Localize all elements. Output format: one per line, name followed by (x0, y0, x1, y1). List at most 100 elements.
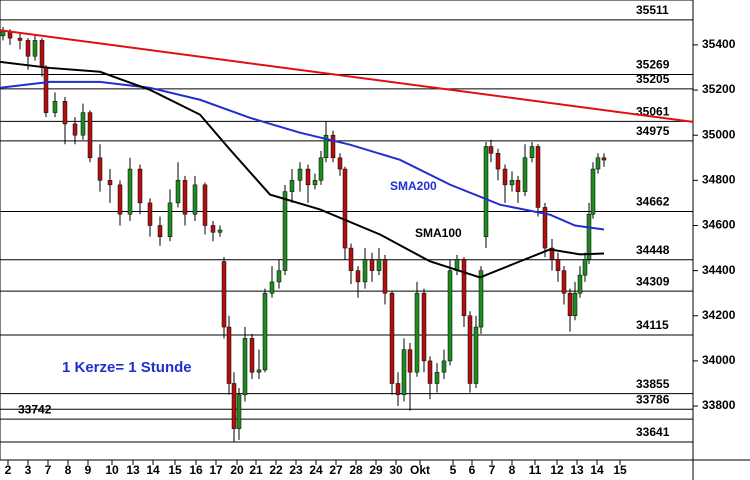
candle-body (210, 225, 216, 233)
candle-body (282, 191, 288, 271)
candle-body (226, 326, 232, 384)
candle-body (401, 349, 407, 396)
candle-body (382, 259, 388, 294)
candle-body (157, 225, 163, 238)
candle-body (242, 338, 248, 396)
candle-body (330, 134, 336, 159)
candle-body (572, 292, 578, 317)
level-label: 35511 (636, 3, 669, 17)
candle-body (62, 101, 68, 125)
candle-body (43, 67, 49, 113)
candle-body (369, 259, 375, 271)
candle-body (262, 292, 268, 371)
candle-body (555, 259, 561, 271)
candle-body (567, 292, 573, 317)
candle-body (601, 157, 607, 161)
y-tick-label: 34800 (702, 173, 736, 187)
candle-body (355, 270, 361, 283)
x-tick-label: 10 (105, 463, 119, 477)
candle-body (522, 157, 528, 192)
candle-body (478, 270, 484, 328)
candle-body (97, 157, 103, 181)
y-tick-label: 35200 (702, 82, 736, 96)
candle-body (395, 383, 401, 396)
x-tick-label: Okt (410, 463, 430, 477)
labels: 33800 34000 34200 34400 34600 34800 35000 35200… (5, 37, 736, 477)
x-tick-label: 15 (168, 463, 182, 477)
x-tick-label: 27 (329, 463, 343, 477)
candle-body (289, 180, 295, 192)
candle-body (221, 261, 227, 328)
y-tick-label: 35400 (702, 37, 736, 51)
x-tick-label: 9 (85, 463, 92, 477)
candle-body (256, 369, 262, 373)
candle-body (117, 184, 123, 215)
candle-body (595, 157, 601, 170)
candle-body (175, 180, 181, 204)
candle-body (87, 112, 93, 159)
x-tick-label: 14 (146, 463, 160, 477)
candle-body (461, 259, 467, 317)
candle-body (502, 168, 508, 186)
candle-body (32, 40, 38, 57)
candle-body (427, 360, 433, 384)
level-label: 35269 (636, 58, 670, 72)
candle-body (441, 360, 447, 373)
candle-body (318, 157, 324, 181)
x-tick-label: 5 (450, 463, 457, 477)
candle-body (542, 207, 548, 249)
candle-body (515, 180, 521, 192)
candle-body (434, 371, 440, 384)
candle-body (305, 168, 311, 186)
candle-body (137, 168, 143, 204)
candle-body (582, 259, 588, 276)
candle-body (52, 101, 58, 113)
sma100-label: SMA100 (415, 226, 462, 240)
candle-body (80, 112, 86, 136)
lines (0, 29, 694, 279)
candle-body (561, 270, 567, 294)
candle-body (342, 168, 348, 249)
candle-body (376, 259, 382, 271)
x-tick-label: 22 (269, 463, 283, 477)
x-tick-label: 12 (550, 463, 564, 477)
x-tick-label: 7 (489, 463, 496, 477)
candle-body (407, 349, 413, 373)
x-tick-label: 23 (289, 463, 303, 477)
level-label: 33742 (18, 402, 52, 416)
x-tick-label: 13 (570, 463, 584, 477)
candle-body (107, 180, 113, 186)
candle-body (269, 281, 275, 294)
candle-body (337, 157, 343, 170)
level-label: 33855 (636, 377, 670, 391)
candle-body (72, 123, 78, 136)
candle-body (0, 31, 6, 37)
candle-body (25, 40, 31, 57)
y-tick-label: 34200 (702, 308, 736, 322)
x-tick-label: 14 (590, 463, 604, 477)
candle-body (586, 213, 592, 260)
x-tick-label: 6 (469, 463, 476, 477)
candle-body (467, 315, 473, 384)
level-label: 34115 (636, 318, 669, 332)
candle-body (202, 184, 208, 226)
candle-body (590, 168, 596, 215)
level-label: 33641 (636, 425, 670, 439)
candle-body (421, 292, 427, 362)
level-label: 33786 (636, 392, 670, 406)
x-tick-label: 28 (349, 463, 363, 477)
x-tick-label: 11 (529, 463, 542, 477)
candle-body (577, 274, 583, 294)
candle-body (276, 270, 282, 283)
candle-body (535, 146, 541, 208)
candle-body (348, 247, 354, 271)
indicator-line (0, 60, 605, 279)
candle-body (182, 180, 188, 215)
y-tick-label: 35000 (702, 127, 736, 141)
x-tick-label: 21 (249, 463, 263, 477)
y-tick-label: 34400 (702, 263, 736, 277)
y-tick-label: 34600 (702, 218, 736, 232)
candle-body (147, 202, 153, 226)
candle-body (473, 326, 479, 384)
candle-body (217, 229, 223, 233)
